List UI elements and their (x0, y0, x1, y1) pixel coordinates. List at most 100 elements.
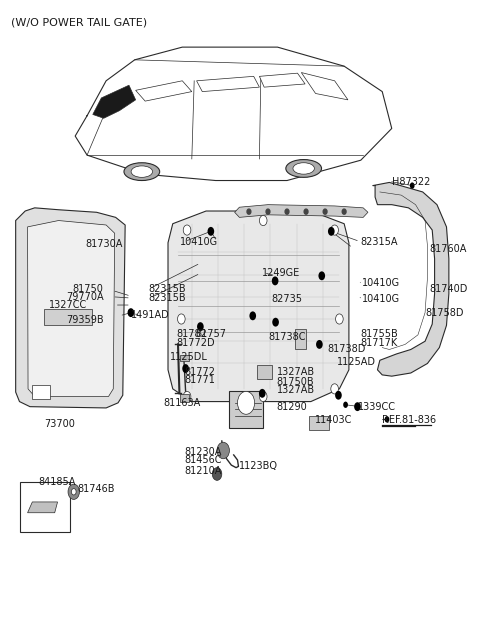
Circle shape (68, 484, 80, 500)
Circle shape (342, 209, 346, 214)
Text: 1123BQ: 1123BQ (239, 461, 277, 471)
Text: 81757: 81757 (196, 329, 227, 339)
Circle shape (323, 209, 327, 214)
Circle shape (183, 225, 191, 235)
Circle shape (247, 209, 251, 214)
Text: 81772D: 81772D (177, 338, 215, 348)
Circle shape (128, 308, 134, 317)
Circle shape (318, 271, 325, 280)
Bar (229, 392, 263, 428)
Text: 81771: 81771 (185, 375, 216, 385)
Polygon shape (197, 77, 259, 92)
Text: 81755B: 81755B (361, 329, 398, 339)
Circle shape (197, 322, 204, 331)
Text: 81772: 81772 (185, 367, 216, 377)
Text: 1125AD: 1125AD (337, 357, 376, 367)
Polygon shape (27, 502, 58, 513)
Bar (295, 329, 306, 350)
Ellipse shape (124, 163, 160, 181)
Circle shape (354, 402, 361, 411)
Text: 79770A: 79770A (66, 292, 104, 302)
Text: 81738C: 81738C (268, 332, 305, 343)
Circle shape (272, 276, 278, 285)
Circle shape (331, 225, 338, 235)
Circle shape (72, 489, 76, 495)
Text: 81758D: 81758D (425, 308, 464, 318)
Text: 1491AD: 1491AD (131, 309, 169, 320)
Circle shape (250, 311, 256, 320)
Text: 81760A: 81760A (430, 244, 467, 254)
Bar (180, 355, 189, 361)
Ellipse shape (131, 166, 153, 177)
Circle shape (328, 227, 335, 236)
Circle shape (183, 392, 191, 401)
Polygon shape (136, 81, 192, 101)
Text: 81750: 81750 (73, 284, 104, 294)
Circle shape (336, 314, 343, 324)
Text: 81210A: 81210A (185, 466, 222, 476)
Text: 1339CC: 1339CC (358, 403, 396, 412)
Text: 1125DL: 1125DL (170, 352, 208, 362)
Circle shape (304, 209, 308, 214)
Circle shape (343, 401, 348, 408)
Text: H87322: H87322 (392, 177, 430, 188)
Circle shape (207, 227, 214, 236)
Ellipse shape (293, 163, 314, 174)
Text: 81290: 81290 (276, 403, 307, 412)
Text: 81230A: 81230A (185, 447, 222, 457)
Circle shape (410, 182, 415, 189)
Circle shape (266, 209, 270, 214)
Polygon shape (16, 208, 125, 408)
Text: 1327CC: 1327CC (49, 300, 87, 310)
Text: 1327AB: 1327AB (276, 367, 315, 377)
Text: 81782: 81782 (177, 329, 207, 339)
Polygon shape (235, 205, 368, 218)
Circle shape (316, 340, 323, 349)
Text: 73700: 73700 (44, 419, 75, 429)
Polygon shape (301, 73, 348, 100)
Circle shape (238, 392, 255, 414)
Text: 10410G: 10410G (362, 278, 400, 288)
Circle shape (182, 364, 189, 373)
Circle shape (178, 314, 185, 324)
Circle shape (259, 392, 267, 401)
Text: 84185A: 84185A (38, 477, 76, 487)
Text: (W/O POWER TAIL GATE): (W/O POWER TAIL GATE) (11, 17, 147, 27)
Text: 82315B: 82315B (148, 293, 186, 303)
Text: 81456C: 81456C (185, 455, 222, 465)
Bar (309, 415, 329, 429)
Circle shape (272, 318, 279, 327)
Text: 81163A: 81163A (163, 398, 201, 408)
Bar (44, 309, 92, 325)
Text: 81750B: 81750B (276, 377, 314, 387)
Polygon shape (372, 182, 449, 376)
Bar (256, 365, 272, 379)
Circle shape (259, 389, 265, 397)
Text: 1249GE: 1249GE (262, 268, 300, 278)
Bar (21, 482, 71, 532)
Ellipse shape (286, 160, 322, 177)
Polygon shape (168, 211, 349, 401)
Circle shape (331, 384, 338, 394)
Text: 79359B: 79359B (66, 315, 104, 325)
Text: 81730A: 81730A (85, 239, 123, 249)
Text: 81740D: 81740D (430, 284, 468, 294)
Text: 10410G: 10410G (362, 293, 400, 304)
Polygon shape (259, 73, 305, 87)
Text: 82315B: 82315B (148, 283, 186, 293)
Polygon shape (93, 85, 136, 118)
Bar (180, 394, 189, 401)
Text: 82315A: 82315A (361, 237, 398, 247)
Text: 81717K: 81717K (361, 338, 398, 348)
Text: REF.81-836: REF.81-836 (382, 415, 436, 425)
Circle shape (217, 442, 229, 459)
Circle shape (259, 216, 267, 226)
Text: 1327AB: 1327AB (276, 385, 315, 395)
Circle shape (212, 468, 222, 480)
Text: 81746B: 81746B (78, 484, 115, 494)
Circle shape (335, 391, 342, 399)
Text: 82735: 82735 (272, 293, 303, 304)
Bar (32, 385, 50, 399)
Text: 10410G: 10410G (180, 237, 218, 247)
Polygon shape (27, 221, 115, 396)
